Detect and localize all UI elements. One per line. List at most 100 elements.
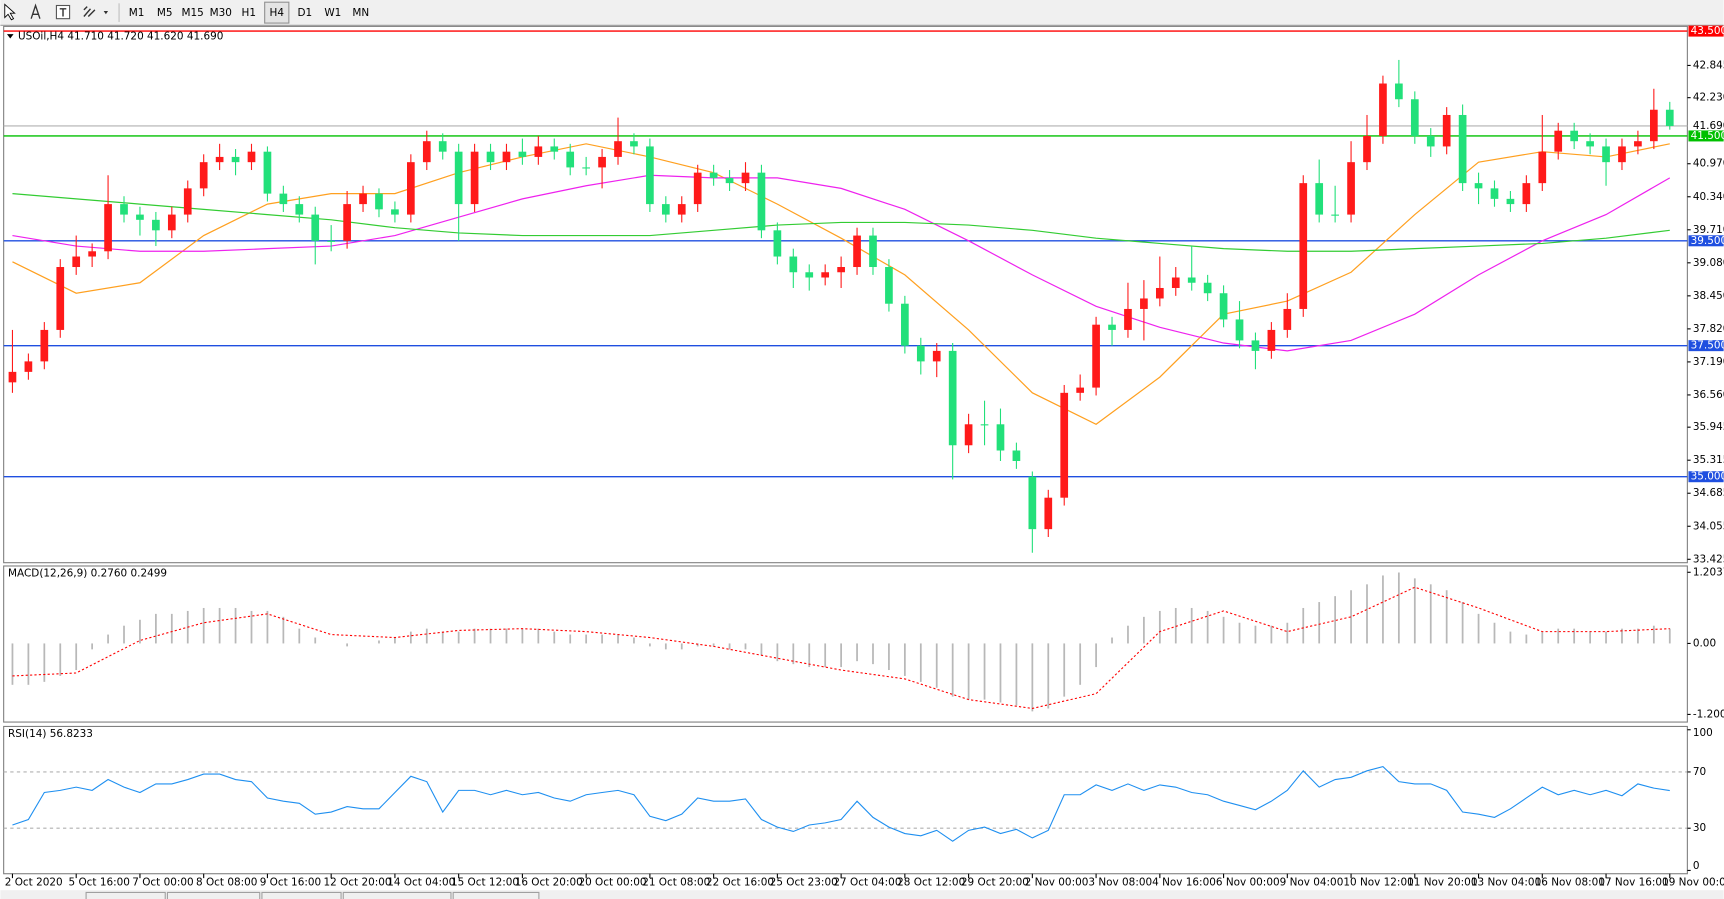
candle-body	[1458, 114, 1467, 184]
candle-body	[1410, 99, 1419, 136]
candle-body	[1665, 109, 1674, 126]
timeframe-button[interactable]: MN	[352, 7, 369, 19]
x-tick-label: 11 Nov 20:00	[1407, 877, 1477, 889]
label-tool[interactable]	[55, 4, 71, 20]
level-tag	[1688, 471, 1724, 483]
candle-body	[550, 146, 559, 152]
timeframe-button[interactable]: H4	[264, 1, 290, 24]
objects-tool[interactable]	[83, 6, 109, 17]
candle-body	[582, 167, 590, 169]
candle-body	[1379, 83, 1387, 136]
chart-tabs[interactable]	[85, 891, 540, 899]
candle-body	[391, 209, 399, 215]
x-tick-label: 12 Oct 20:00	[323, 877, 391, 889]
toolbar	[0, 0, 1724, 26]
candle-body	[56, 267, 65, 330]
timeframe-button[interactable]: W1	[324, 7, 341, 19]
cursor-tool[interactable]	[4, 3, 16, 21]
candle-body	[438, 141, 447, 152]
candle-body	[72, 256, 81, 268]
candle-body	[1602, 146, 1610, 163]
y-tick-label: 40.970	[1693, 158, 1724, 170]
candle-body	[1235, 319, 1244, 341]
text-tool[interactable]	[30, 3, 41, 19]
candle-body	[1187, 277, 1196, 283]
candle-body	[1171, 277, 1180, 288]
candle-body	[932, 350, 941, 362]
x-tick-label: 25 Oct 23:00	[770, 877, 838, 889]
candle-body	[231, 156, 240, 163]
candle-body	[1124, 308, 1132, 330]
timeframe-button[interactable]: M30	[210, 7, 232, 19]
symbol-marker	[6, 34, 14, 39]
timeframe-button[interactable]: M5	[157, 7, 173, 19]
level-tag	[1688, 130, 1724, 142]
y-tick-label: 33.425	[1693, 553, 1724, 565]
x-tick-label: 9 Oct 16:00	[260, 877, 321, 889]
candle-body	[24, 361, 33, 372]
y-tick-label: 42.845	[1693, 59, 1724, 71]
y-tick-label: 0	[1693, 860, 1700, 872]
tab-strip	[0, 890, 1724, 899]
level-label: 39.500	[1691, 235, 1724, 247]
candle-body	[630, 141, 638, 147]
button-label: D1	[297, 7, 312, 19]
candle-body	[1267, 329, 1276, 351]
candle-body	[215, 156, 224, 163]
candle-body	[104, 204, 112, 252]
timeframe-button[interactable]: H1	[241, 7, 255, 19]
button-label: H4	[270, 7, 285, 19]
candle-body	[646, 146, 654, 205]
button-label: MN	[352, 7, 369, 19]
candle-body	[1506, 198, 1515, 205]
candle-body	[1140, 298, 1148, 309]
candle-body	[311, 214, 320, 241]
x-tick-label: 13 Nov 04:00	[1471, 877, 1541, 889]
candle-body	[757, 172, 766, 231]
rsi-line	[12, 765, 1670, 842]
candle-body	[502, 151, 511, 163]
candle-body	[183, 188, 192, 215]
x-tick-label: 28 Oct 12:00	[897, 877, 965, 889]
x-tick-label: 16 Nov 08:00	[1535, 877, 1605, 889]
candle-body	[1331, 214, 1339, 216]
candle-body	[279, 193, 288, 205]
current-price-label: 41.690	[1693, 120, 1724, 132]
candle-body	[1299, 183, 1308, 309]
x-tick-label: 8 Oct 08:00	[196, 877, 257, 889]
y-tick-label: 35.315	[1693, 454, 1724, 466]
level-tag	[1688, 25, 1724, 37]
candle-body	[885, 267, 893, 304]
text-icon	[30, 3, 41, 19]
candle-body	[980, 424, 989, 426]
y-tick-label: 34.685	[1693, 487, 1724, 499]
candle-body	[1474, 183, 1483, 189]
rsi-label: RSI(14) 56.8233	[8, 728, 93, 740]
y-tick-label: 42.230	[1693, 92, 1724, 104]
candle-body	[1203, 282, 1212, 294]
y-tick-label: 38.450	[1693, 290, 1724, 302]
candle-body	[964, 424, 973, 446]
candle-body	[821, 272, 830, 278]
level-tag	[1688, 235, 1724, 247]
x-tick-label: 2 Oct 2020	[5, 877, 63, 889]
level-label: 43.500	[1691, 25, 1724, 37]
timeframe-button[interactable]: M1	[129, 7, 145, 19]
candle-body	[1315, 183, 1324, 215]
candle-body	[8, 371, 17, 383]
candle-body	[247, 151, 256, 163]
button-label: W1	[324, 7, 341, 19]
y-tick-label: 1.2037	[1693, 567, 1724, 579]
candle-body	[1251, 340, 1260, 351]
candle-body	[1108, 324, 1116, 330]
rsi-panel	[3, 725, 1688, 875]
candle-body	[948, 350, 957, 446]
timeframe-button[interactable]: D1	[297, 7, 312, 19]
x-tick-label: 9 Nov 04:00	[1280, 877, 1344, 889]
candle-body	[693, 172, 702, 205]
timeframe-button[interactable]: M15	[182, 7, 204, 19]
price-panel	[3, 25, 1688, 564]
x-tick-label: 4 Nov 16:00	[1152, 877, 1216, 889]
